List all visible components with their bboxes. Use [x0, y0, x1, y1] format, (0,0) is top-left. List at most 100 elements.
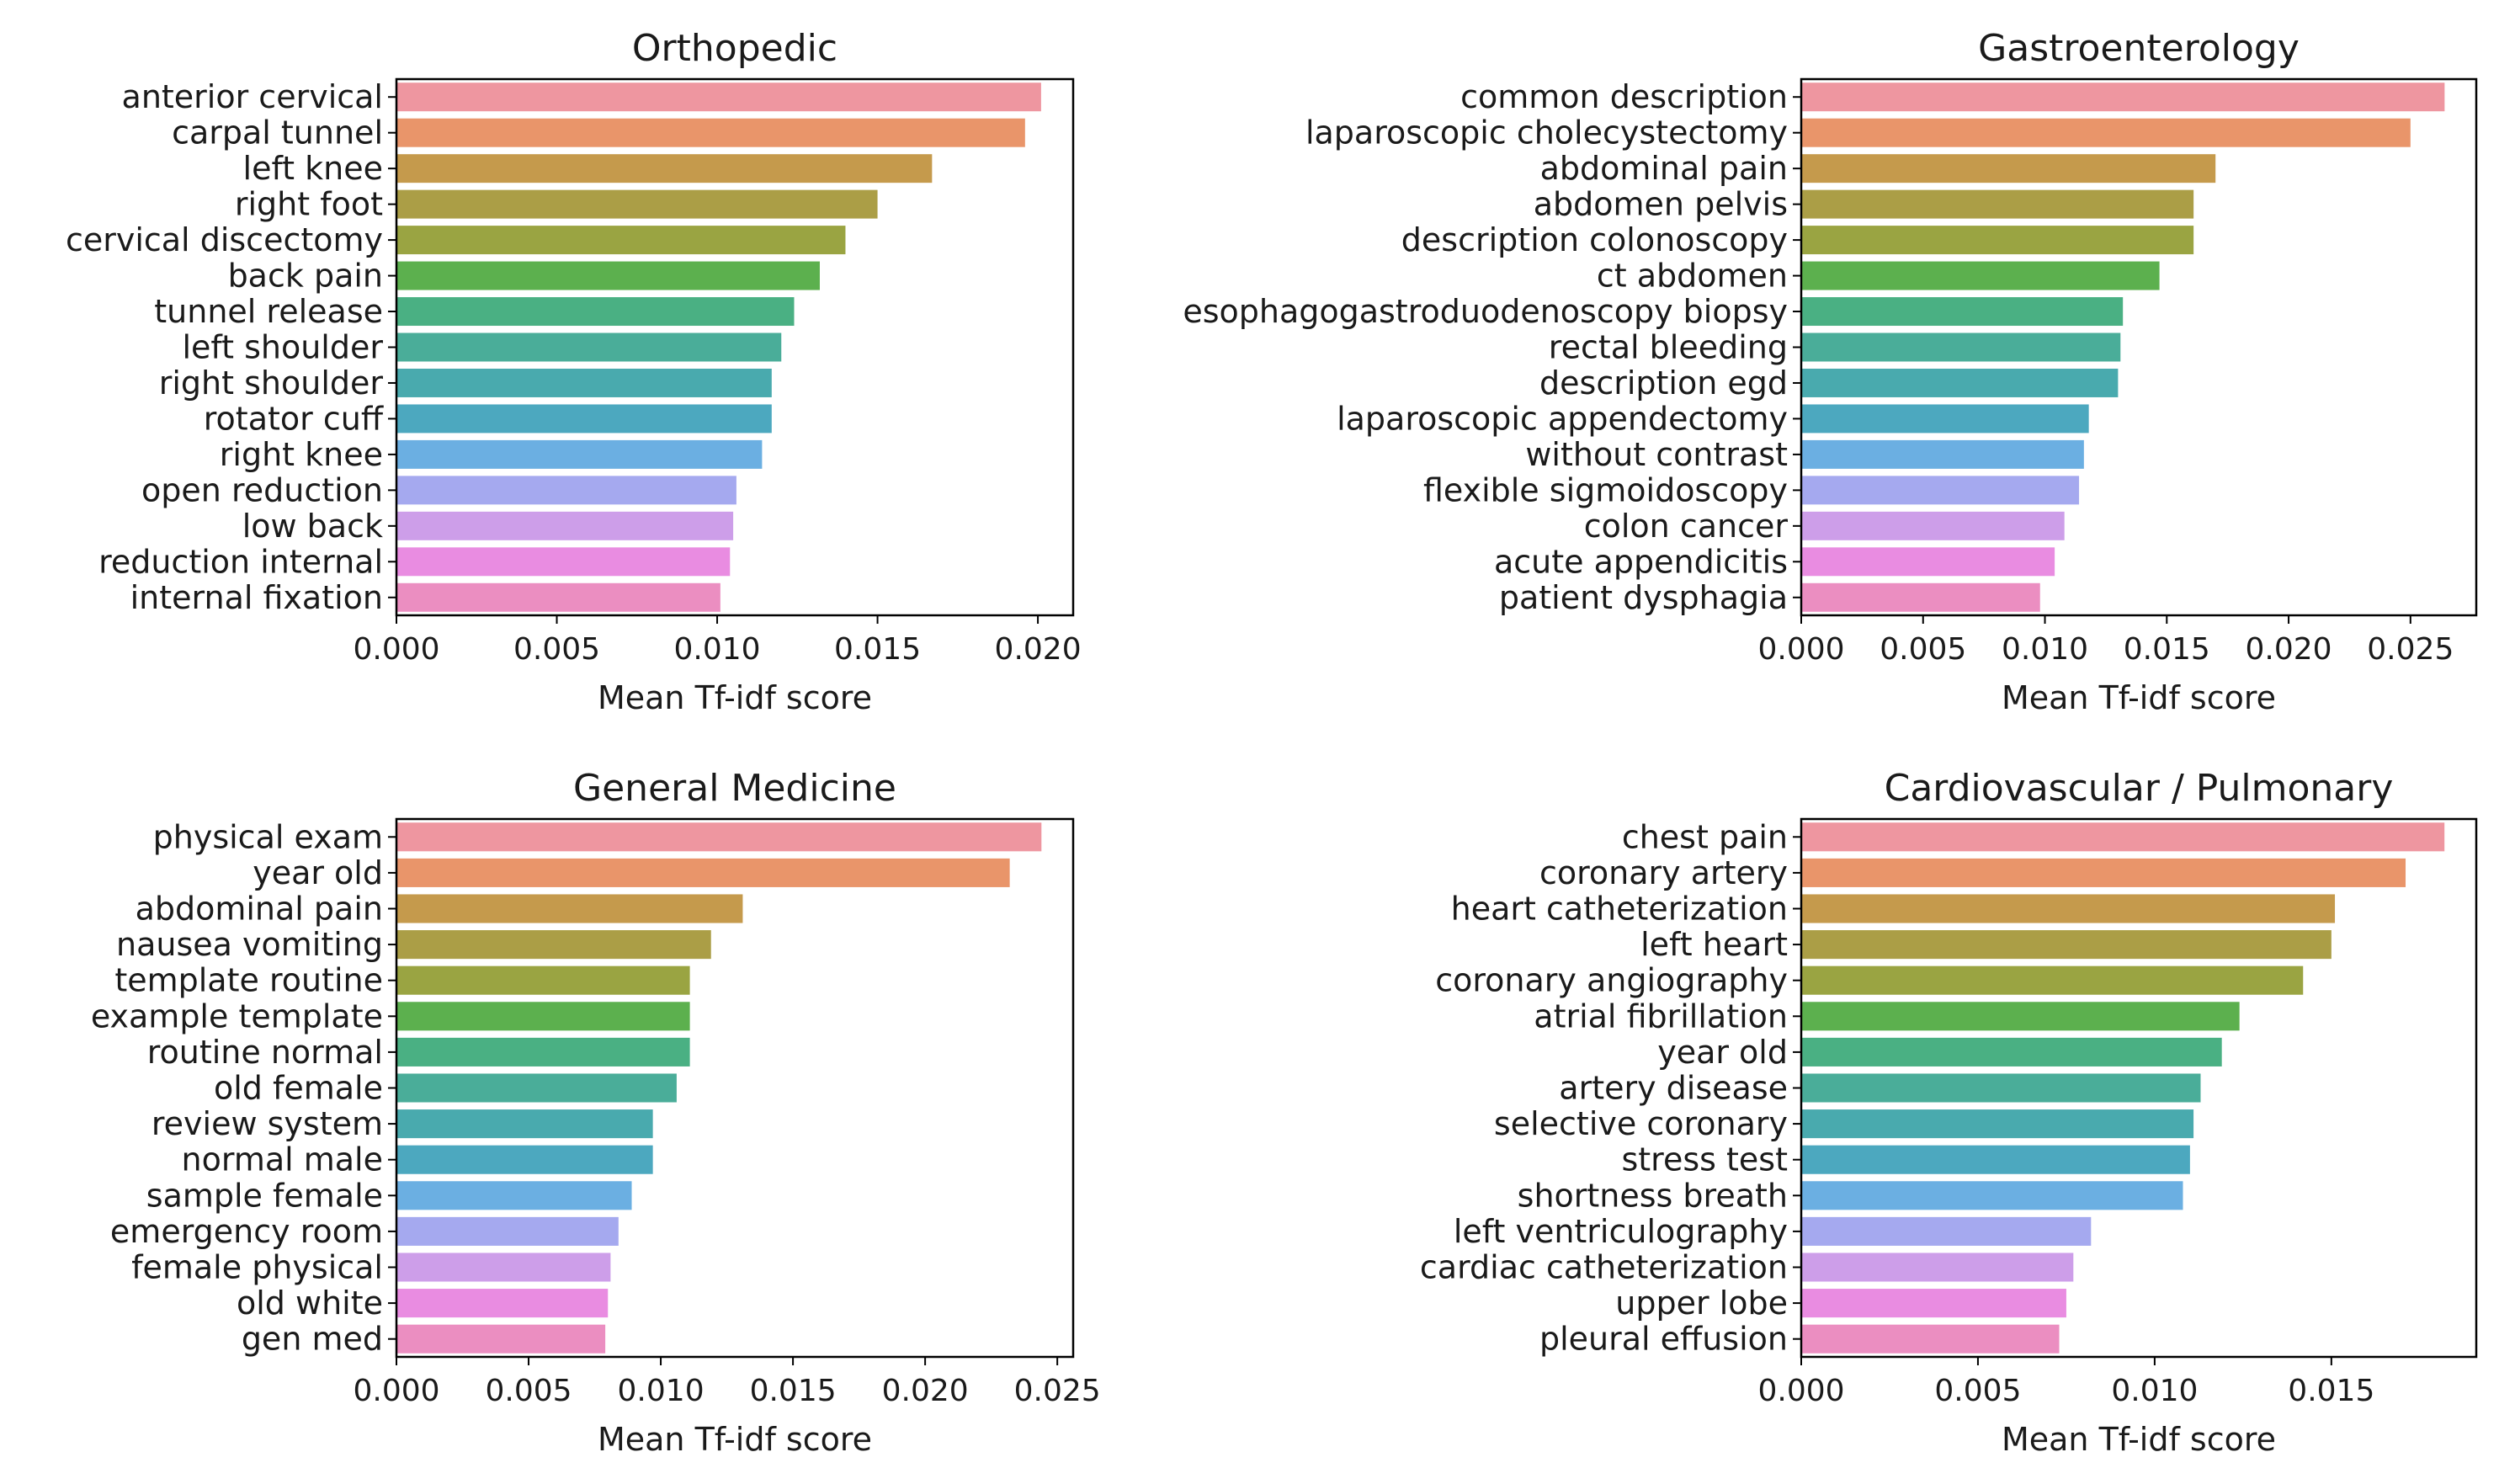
- bar-laparoscopic-cholecystectomy: [1801, 118, 2411, 147]
- category-label: cervical discectomy: [66, 221, 383, 258]
- x-tick-label: 0.015: [2124, 632, 2210, 667]
- bar-left-shoulder: [396, 332, 782, 362]
- category-label: coronary angiography: [1435, 962, 1788, 999]
- category-label: abdominal pain: [1540, 150, 1788, 187]
- bar-atrial-fibrillation: [1801, 1002, 2240, 1031]
- bar-ct-abdomen: [1801, 261, 2160, 290]
- x-axis-label: Mean Tf-idf score: [2002, 1421, 2276, 1458]
- bar-flexible-sigmoidoscopy: [1801, 476, 2080, 505]
- category-label: flexible sigmoidoscopy: [1423, 471, 1788, 508]
- bar-rectal-bleeding: [1801, 332, 2121, 362]
- x-tick-label: 0.015: [750, 1374, 837, 1408]
- bar-description-egd: [1801, 368, 2119, 397]
- bar-example-template: [396, 1002, 690, 1031]
- category-label: right knee: [220, 436, 383, 473]
- x-tick-label: 0.015: [834, 632, 921, 667]
- category-label: rectal bleeding: [1549, 329, 1788, 366]
- x-tick-label: 0.025: [2367, 632, 2454, 667]
- x-axis-label: Mean Tf-idf score: [598, 1421, 872, 1458]
- chart-title: Cardiovascular / Pulmonary: [1885, 767, 2394, 810]
- bar-carpal-tunnel: [396, 118, 1025, 147]
- bar-upper-lobe: [1801, 1289, 2066, 1318]
- bar-artery-disease: [1801, 1073, 2201, 1103]
- category-label: acute appendicitis: [1494, 543, 1788, 580]
- category-label: physical exam: [153, 818, 383, 855]
- axes-frame: [1800, 77, 2478, 617]
- category-label: example template: [91, 997, 383, 1035]
- bar-left-knee: [396, 154, 933, 184]
- bar-left-ventriculography: [1801, 1216, 2092, 1246]
- category-label: low back: [242, 508, 383, 545]
- bar-without-contrast: [1801, 439, 2084, 469]
- x-tick-label: 0.005: [486, 1374, 572, 1408]
- category-label: ct abdomen: [1597, 258, 1788, 295]
- category-label: laparoscopic appendectomy: [1337, 400, 1788, 437]
- category-label: description egd: [1539, 364, 1788, 402]
- bar-reduction-internal: [396, 547, 731, 577]
- category-label: esophagogastroduodenoscopy biopsy: [1183, 293, 1788, 330]
- x-tick-label: 0.010: [618, 1374, 705, 1408]
- bar-rotator-cuff: [396, 404, 772, 433]
- category-label: nausea vomiting: [116, 926, 383, 963]
- bar-sample-female: [396, 1181, 632, 1210]
- chart-title: Orthopedic: [632, 27, 837, 70]
- category-label: upper lobe: [1615, 1285, 1788, 1322]
- bar-shortness-breath: [1801, 1181, 2183, 1210]
- x-tick-label: 0.020: [995, 632, 1082, 667]
- category-label: heart catheterization: [1451, 891, 1788, 928]
- category-label: coronary artery: [1539, 854, 1788, 891]
- bar-pleural-effusion: [1801, 1324, 2060, 1354]
- category-label: artery disease: [1559, 1070, 1788, 1107]
- x-tick-label: 0.010: [2002, 632, 2088, 667]
- bar-tunnel-release: [396, 297, 795, 327]
- category-label: old female: [214, 1070, 383, 1107]
- category-label: right shoulder: [159, 364, 384, 402]
- bar-laparoscopic-appendectomy: [1801, 404, 2089, 433]
- x-tick-label: 0.020: [2246, 632, 2332, 667]
- category-label: right foot: [235, 186, 383, 223]
- bar-anterior-cervical: [396, 82, 1041, 112]
- category-label: chest pain: [1622, 818, 1788, 855]
- bar-routine-normal: [396, 1037, 690, 1066]
- bar-selective-coronary: [1801, 1109, 2194, 1139]
- bar-acute-appendicitis: [1801, 547, 2055, 577]
- bar-gen-med: [396, 1324, 606, 1354]
- bar-year-old: [396, 858, 1010, 887]
- category-label: atrial fibrillation: [1534, 997, 1788, 1035]
- x-tick-label: 0.005: [1880, 632, 1966, 667]
- category-label: rotator cuff: [204, 400, 384, 437]
- bar-right-knee: [396, 439, 763, 469]
- bar-abdomen-pelvis: [1801, 189, 2194, 219]
- x-tick-label: 0.010: [674, 632, 761, 667]
- category-label: left ventriculography: [1454, 1213, 1788, 1250]
- bar-colon-cancer: [1801, 511, 2065, 540]
- bar-abdominal-pain: [396, 894, 743, 923]
- axes-frame: [395, 77, 1075, 617]
- category-label: stress test: [1621, 1141, 1788, 1178]
- bar-coronary-artery: [1801, 858, 2406, 887]
- x-tick-label: 0.015: [2288, 1374, 2374, 1408]
- bar-template-routine: [396, 965, 690, 995]
- bar-old-white: [396, 1289, 609, 1318]
- bar-patient-dysphagia: [1801, 582, 2040, 612]
- bar-coronary-angiography: [1801, 965, 2304, 995]
- category-label: year old: [1657, 1034, 1788, 1071]
- bar-female-physical: [396, 1253, 611, 1282]
- axes-frame: [1800, 817, 2478, 1359]
- category-label: tunnel release: [154, 293, 383, 330]
- category-label: sample female: [146, 1177, 383, 1214]
- category-label: cardiac catheterization: [1420, 1249, 1788, 1286]
- chart-title: Gastroenterology: [1978, 27, 2300, 70]
- category-label: template routine: [114, 962, 383, 999]
- bar-esophagogastroduodenoscopy-biopsy: [1801, 297, 2124, 327]
- category-label: selective coronary: [1494, 1105, 1788, 1142]
- bar-internal-fixation: [396, 582, 720, 612]
- category-label: laparoscopic cholecystectomy: [1305, 114, 1788, 152]
- bar-description-colonoscopy: [1801, 226, 2194, 255]
- category-label: review system: [152, 1105, 383, 1142]
- category-label: colon cancer: [1584, 508, 1789, 545]
- bar-emergency-room: [396, 1216, 619, 1246]
- bar-stress-test: [1801, 1145, 2190, 1174]
